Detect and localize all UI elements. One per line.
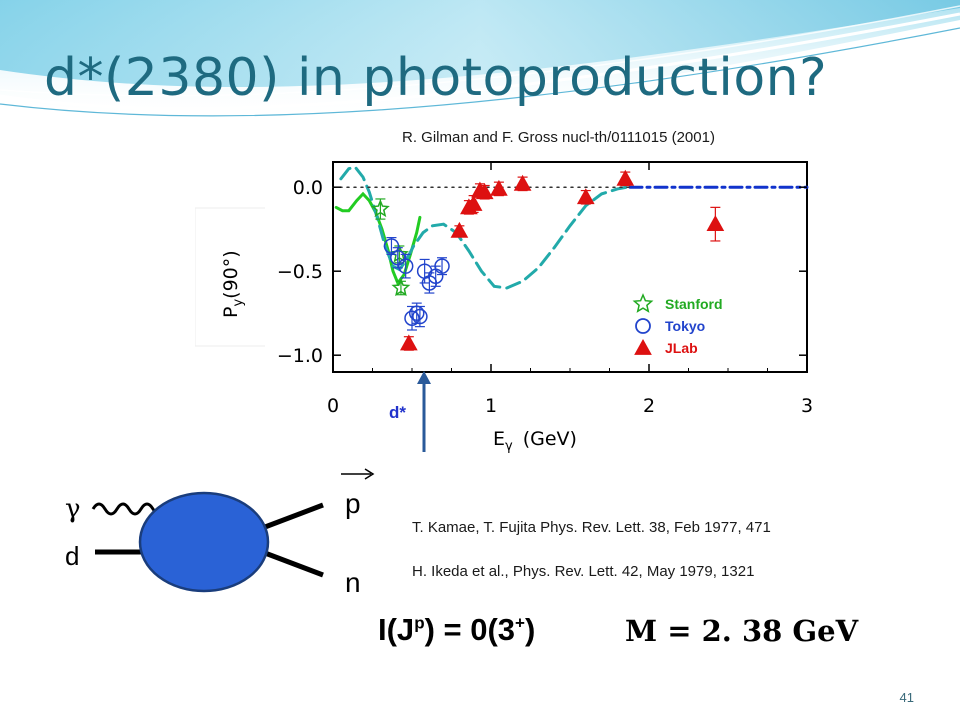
page-number: 41 — [899, 690, 914, 705]
ylabel-panel — [195, 207, 268, 347]
legend-label-jlab: JLab — [665, 340, 698, 356]
feynman-diagram: γ d p n — [65, 468, 375, 598]
data-point-jlab — [450, 221, 469, 238]
data-point-tokyo — [383, 238, 400, 254]
x-tick-label: 0 — [327, 395, 339, 417]
quantum-numbers: I(Jp) = 0(3+) — [378, 612, 536, 647]
polarization-chart: 0 1 2 3 0.0 −0.5 −1.0 Stanford Tokyo JLab d* Eγ(… — [195, 156, 825, 460]
x-tick-label: 2 — [643, 395, 655, 417]
data-point-tokyo — [390, 250, 406, 266]
data-point-tokyo — [434, 258, 450, 274]
data-point-jlab — [706, 215, 725, 232]
neutron-line — [264, 550, 324, 578]
data-point-jlab — [464, 194, 483, 211]
polarization-arrow-head — [364, 468, 375, 480]
data-point-jlab — [475, 183, 494, 200]
data-point-jlab — [616, 169, 635, 186]
y-tick-label: 0.0 — [293, 177, 323, 199]
data-point-jlab — [576, 188, 595, 205]
legend-marker-stanford — [632, 293, 654, 313]
y-axis-label: Py(90°) — [220, 250, 246, 318]
reference-ikeda: H. Ikeda et al., Phys. Rev. Lett. 42, Ma… — [412, 563, 755, 580]
proton-line — [264, 502, 324, 530]
legend-label-stanford: Stanford — [665, 296, 723, 312]
proton-label: p — [345, 488, 361, 519]
plot-panel — [265, 156, 817, 378]
header-swoosh — [0, 0, 960, 119]
legend-marker-jlab — [634, 338, 652, 355]
data-point-stanford — [370, 199, 390, 218]
legend-label-tokyo: Tokyo — [665, 318, 705, 334]
deuteron-label: d — [65, 541, 79, 571]
xaxis-panel — [321, 376, 825, 460]
data-point-jlab — [490, 179, 508, 196]
slide-title: d*(2380) in photoproduction? — [44, 48, 828, 108]
x-tick-label: 1 — [485, 395, 497, 417]
reference-kamae: T. Kamae, T. Fujita Phys. Rev. Lett. 38,… — [412, 519, 771, 536]
dstar-arrow-head — [417, 371, 431, 384]
data-point-stanford — [391, 278, 411, 297]
interaction-blob — [138, 491, 270, 593]
dstar-label: d* — [389, 403, 406, 422]
x-axis-label: Eγ (GeV) — [493, 428, 577, 454]
mass-formula: M = 2. 38 GeV — [625, 614, 859, 648]
curve-cyan-dashed — [339, 165, 629, 290]
y-tick-label: −0.5 — [277, 261, 323, 283]
x-tick-label: 3 — [801, 395, 813, 417]
data-point-tokyo — [397, 258, 414, 274]
y-tick-label: −1.0 — [277, 345, 323, 367]
data-point-jlab — [399, 334, 418, 351]
gamma-label: γ — [65, 494, 81, 524]
legend-marker-tokyo — [635, 318, 651, 334]
data-point-tokyo — [404, 310, 420, 326]
neutron-label: n — [345, 567, 361, 598]
data-point-jlab — [513, 174, 532, 191]
reference-gilman: R. Gilman and F. Gross nucl-th/0111015 (… — [402, 129, 715, 146]
data-point-tokyo — [412, 308, 428, 325]
